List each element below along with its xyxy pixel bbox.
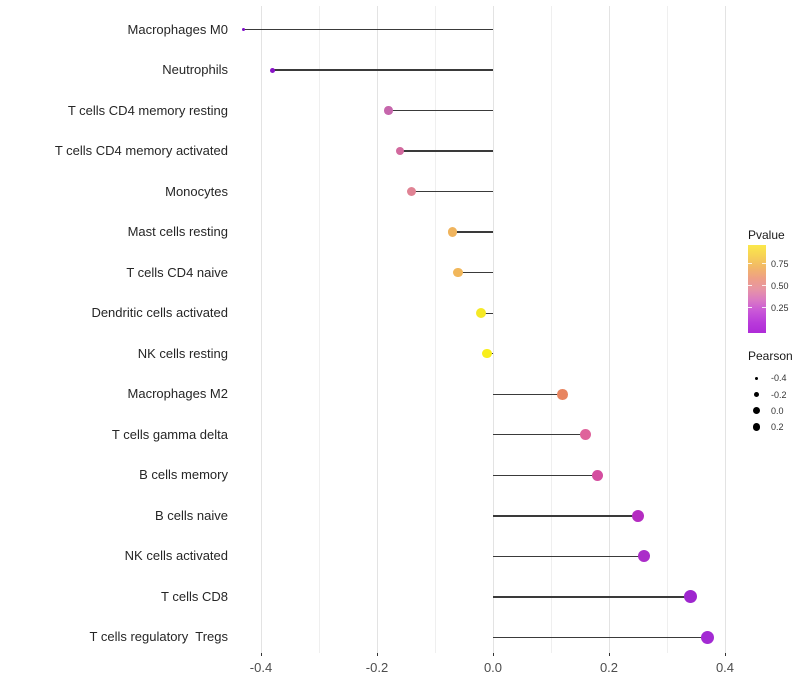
gridline-minor: [666, 6, 668, 653]
lollipop-dot: [476, 308, 487, 319]
pearson-size-dot: [753, 407, 760, 415]
gridline-minor: [550, 6, 552, 653]
category-label: Dendritic cells activated: [91, 305, 228, 321]
lollipop-dot: [580, 429, 592, 441]
pearson-size-label: 0.0: [771, 405, 784, 416]
lollipop-stem: [493, 596, 691, 598]
lollipop-dot: [453, 267, 463, 278]
lollipop-stem: [272, 69, 493, 71]
lollipop-dot: [557, 389, 568, 400]
pearson-legend-title: Pearson: [748, 349, 793, 363]
pvalue-colorbar-tick-label: 0.75: [771, 258, 789, 269]
pvalue-legend-title: Pvalue: [748, 228, 785, 242]
pearson-size-label: -0.4: [771, 373, 787, 384]
category-label: Macrophages M2: [127, 386, 228, 402]
lollipop-stem: [493, 555, 644, 558]
lollipop-stem: [458, 271, 493, 274]
lollipop-dot: [591, 469, 603, 481]
x-axis-tick: [724, 653, 726, 656]
category-label: NK cells resting: [137, 345, 228, 361]
lollipop-stem: [243, 28, 493, 31]
lollipop-stem: [411, 190, 493, 193]
lollipop-dot: [683, 590, 697, 604]
category-label: NK cells activated: [124, 548, 228, 564]
lollipop-stem: [493, 636, 708, 639]
category-label: T cells CD8: [161, 588, 228, 604]
x-axis-tick-label: 0.4: [715, 660, 735, 675]
gridline-minor: [318, 6, 320, 653]
category-label: Macrophages M0: [127, 21, 228, 37]
lollipop-stem: [481, 312, 493, 314]
lollipop-stem: [493, 515, 638, 517]
pearson-size-dot: [754, 376, 759, 381]
gridline-major: [376, 6, 378, 653]
pearson-size-label: 0.2: [771, 421, 784, 432]
gridline-major: [608, 6, 610, 653]
gridline-major: [260, 6, 262, 653]
lollipop-dot: [632, 509, 644, 522]
category-label: Monocytes: [165, 183, 228, 199]
pvalue-colorbar-tick: [748, 263, 752, 265]
lollipop-stem: [493, 434, 586, 436]
pvalue-colorbar-tick: [748, 307, 752, 309]
category-label: B cells naive: [155, 507, 228, 523]
category-label: T cells CD4 memory activated: [54, 143, 228, 159]
x-axis-tick-label: -0.4: [249, 660, 273, 675]
category-label: T cells gamma delta: [111, 426, 228, 442]
pvalue-colorbar-tick-label: 0.25: [771, 302, 789, 313]
x-axis-tick: [260, 653, 262, 656]
x-axis-tick-label: 0.2: [599, 660, 619, 675]
gridline-minor: [434, 6, 436, 653]
lollipop-stem: [493, 393, 563, 395]
category-label: B cells memory: [139, 467, 228, 483]
gridline-major: [724, 6, 726, 653]
lollipop-stem: [493, 474, 598, 477]
category-label: T cells CD4 naive: [126, 264, 228, 280]
x-axis-tick: [492, 653, 494, 656]
lollipop-dot: [637, 550, 650, 563]
category-label: T cells CD4 memory resting: [67, 102, 228, 118]
pvalue-colorbar-tick: [762, 263, 766, 265]
lollipop-dot: [270, 67, 276, 73]
x-axis-tick: [376, 653, 378, 656]
lollipop-dot: [700, 630, 715, 645]
x-axis-tick-label: -0.2: [365, 660, 389, 675]
category-label: T cells regulatory Tregs: [89, 629, 228, 645]
pearson-size-dot: [752, 423, 761, 431]
category-label: Neutrophils: [162, 62, 228, 78]
lollipop-stem: [388, 109, 493, 112]
pearson-size-dot: [753, 391, 760, 398]
lollipop-dot: [384, 106, 393, 115]
lollipop-stem: [400, 150, 493, 152]
lollipop-dot: [482, 348, 492, 359]
pearson-size-label: -0.2: [771, 389, 787, 400]
pvalue-colorbar: [748, 245, 766, 333]
gridline-major: [492, 6, 494, 653]
x-axis-tick: [608, 653, 610, 656]
lollipop-dot: [407, 187, 417, 197]
x-axis-tick-label: 0.0: [483, 660, 503, 675]
lollipop-dot: [447, 227, 458, 237]
pvalue-colorbar-tick: [762, 285, 766, 287]
lollipop-dot: [242, 28, 246, 31]
lollipop-dot: [395, 146, 405, 156]
pvalue-colorbar-tick: [748, 285, 752, 287]
category-label: Mast cells resting: [127, 224, 228, 240]
lollipop-stem: [452, 231, 493, 233]
pvalue-colorbar-tick-label: 0.50: [771, 280, 789, 291]
pvalue-colorbar-tick: [762, 307, 766, 309]
